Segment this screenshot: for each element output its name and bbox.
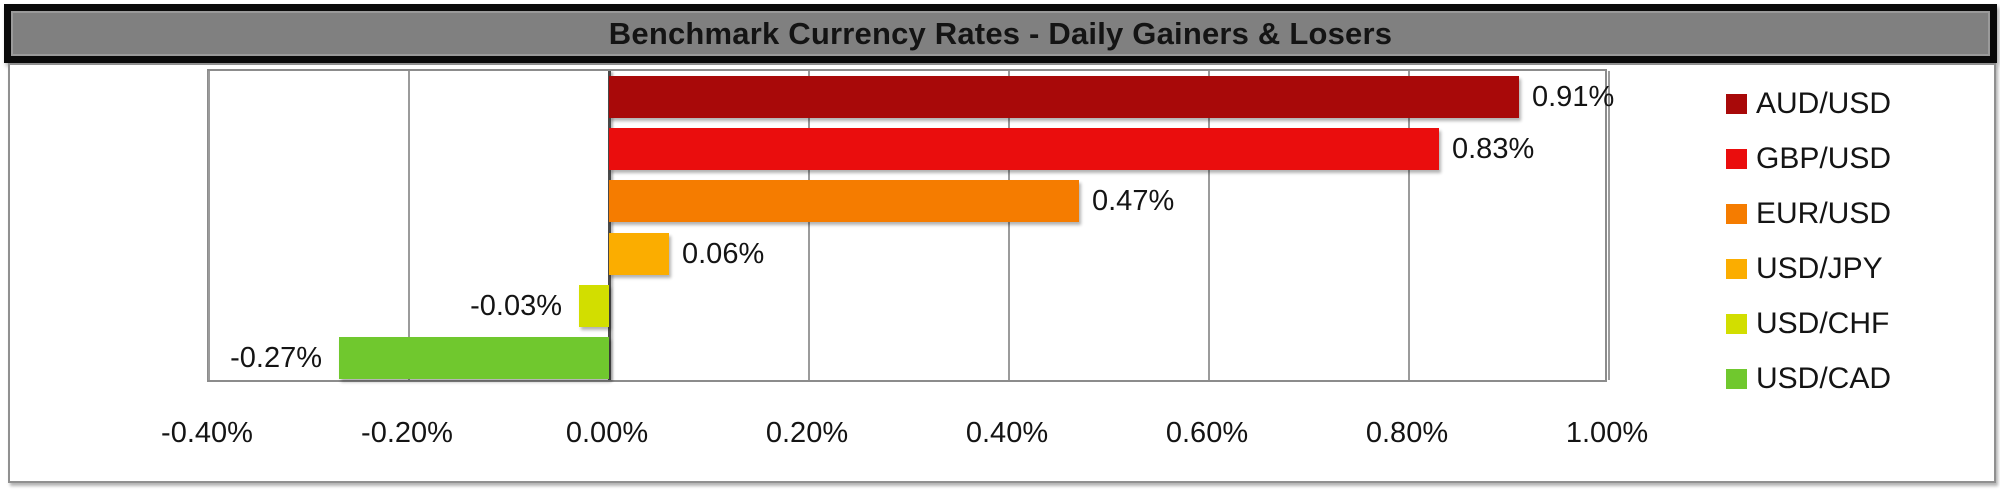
legend-label: USD/JPY bbox=[1756, 252, 1883, 285]
chart-title-bar: Benchmark Currency Rates - Daily Gainers… bbox=[4, 4, 1997, 63]
x-axis-tick-label: 0.40% bbox=[965, 417, 1049, 449]
legend-swatch-usd-cad bbox=[1726, 369, 1747, 389]
legend-swatch-usd-chf bbox=[1726, 314, 1747, 334]
legend-item-usd-jpy: USD/JPY bbox=[1726, 247, 1883, 291]
gridline bbox=[1408, 71, 1410, 380]
x-axis-tick-label: 0.80% bbox=[1365, 417, 1449, 449]
gridline bbox=[808, 71, 810, 380]
x-axis-tick-label: 0.20% bbox=[765, 417, 849, 449]
gridline bbox=[1208, 71, 1210, 380]
legend-label: EUR/USD bbox=[1756, 197, 1892, 230]
x-axis-tick-label: -0.20% bbox=[361, 417, 453, 449]
data-label-eur-usd: 0.47% bbox=[1092, 185, 1175, 218]
chart-title: Benchmark Currency Rates - Daily Gainers… bbox=[608, 15, 1393, 51]
data-label-usd-jpy: 0.06% bbox=[682, 237, 765, 270]
x-axis-tick-label: 1.00% bbox=[1565, 417, 1649, 449]
bar-eur-usd bbox=[609, 180, 1079, 223]
legend-label: GBP/USD bbox=[1756, 142, 1892, 175]
legend-item-usd-chf: USD/CHF bbox=[1726, 302, 1889, 346]
legend-label: USD/CHF bbox=[1756, 307, 1890, 340]
x-axis-tick-label: 0.60% bbox=[1165, 417, 1249, 449]
chart-body: 0.91% 0.83% 0.47% 0.06% -0.03% -0.27% -0.40% -… bbox=[8, 63, 1996, 483]
bar-aud-usd bbox=[609, 76, 1519, 119]
legend-item-usd-cad: USD/CAD bbox=[1726, 357, 1891, 401]
legend-item-eur-usd: EUR/USD bbox=[1726, 192, 1891, 236]
legend-label: USD/CAD bbox=[1756, 362, 1892, 395]
x-axis-tick-label: -0.40% bbox=[161, 417, 253, 449]
data-label-gbp-usd: 0.83% bbox=[1452, 133, 1535, 166]
data-label-aud-usd: 0.91% bbox=[1532, 81, 1615, 114]
bar-gbp-usd bbox=[609, 128, 1439, 171]
bar-usd-jpy bbox=[609, 232, 669, 275]
gridline bbox=[408, 71, 410, 380]
legend-item-gbp-usd: GBP/USD bbox=[1726, 137, 1891, 181]
gridline bbox=[1608, 71, 1610, 380]
legend-swatch-gbp-usd bbox=[1726, 149, 1747, 169]
data-label-usd-cad: -0.27% bbox=[230, 341, 322, 374]
legend-swatch-usd-jpy bbox=[1726, 259, 1747, 279]
legend-label: AUD/USD bbox=[1756, 87, 1892, 120]
data-label-usd-chf: -0.03% bbox=[470, 289, 562, 322]
zero-axis-line bbox=[608, 71, 611, 380]
bar-usd-cad bbox=[339, 336, 609, 379]
legend-swatch-aud-usd bbox=[1726, 94, 1747, 114]
bar-usd-chf bbox=[579, 284, 609, 327]
plot-area: 0.91% 0.83% 0.47% 0.06% -0.03% -0.27% bbox=[207, 69, 1614, 382]
legend-swatch-eur-usd bbox=[1726, 204, 1747, 224]
legend-item-aud-usd: AUD/USD bbox=[1726, 82, 1891, 126]
x-axis-tick-label: 0.00% bbox=[565, 417, 649, 449]
gridline bbox=[208, 71, 210, 380]
gridline bbox=[1008, 71, 1010, 380]
